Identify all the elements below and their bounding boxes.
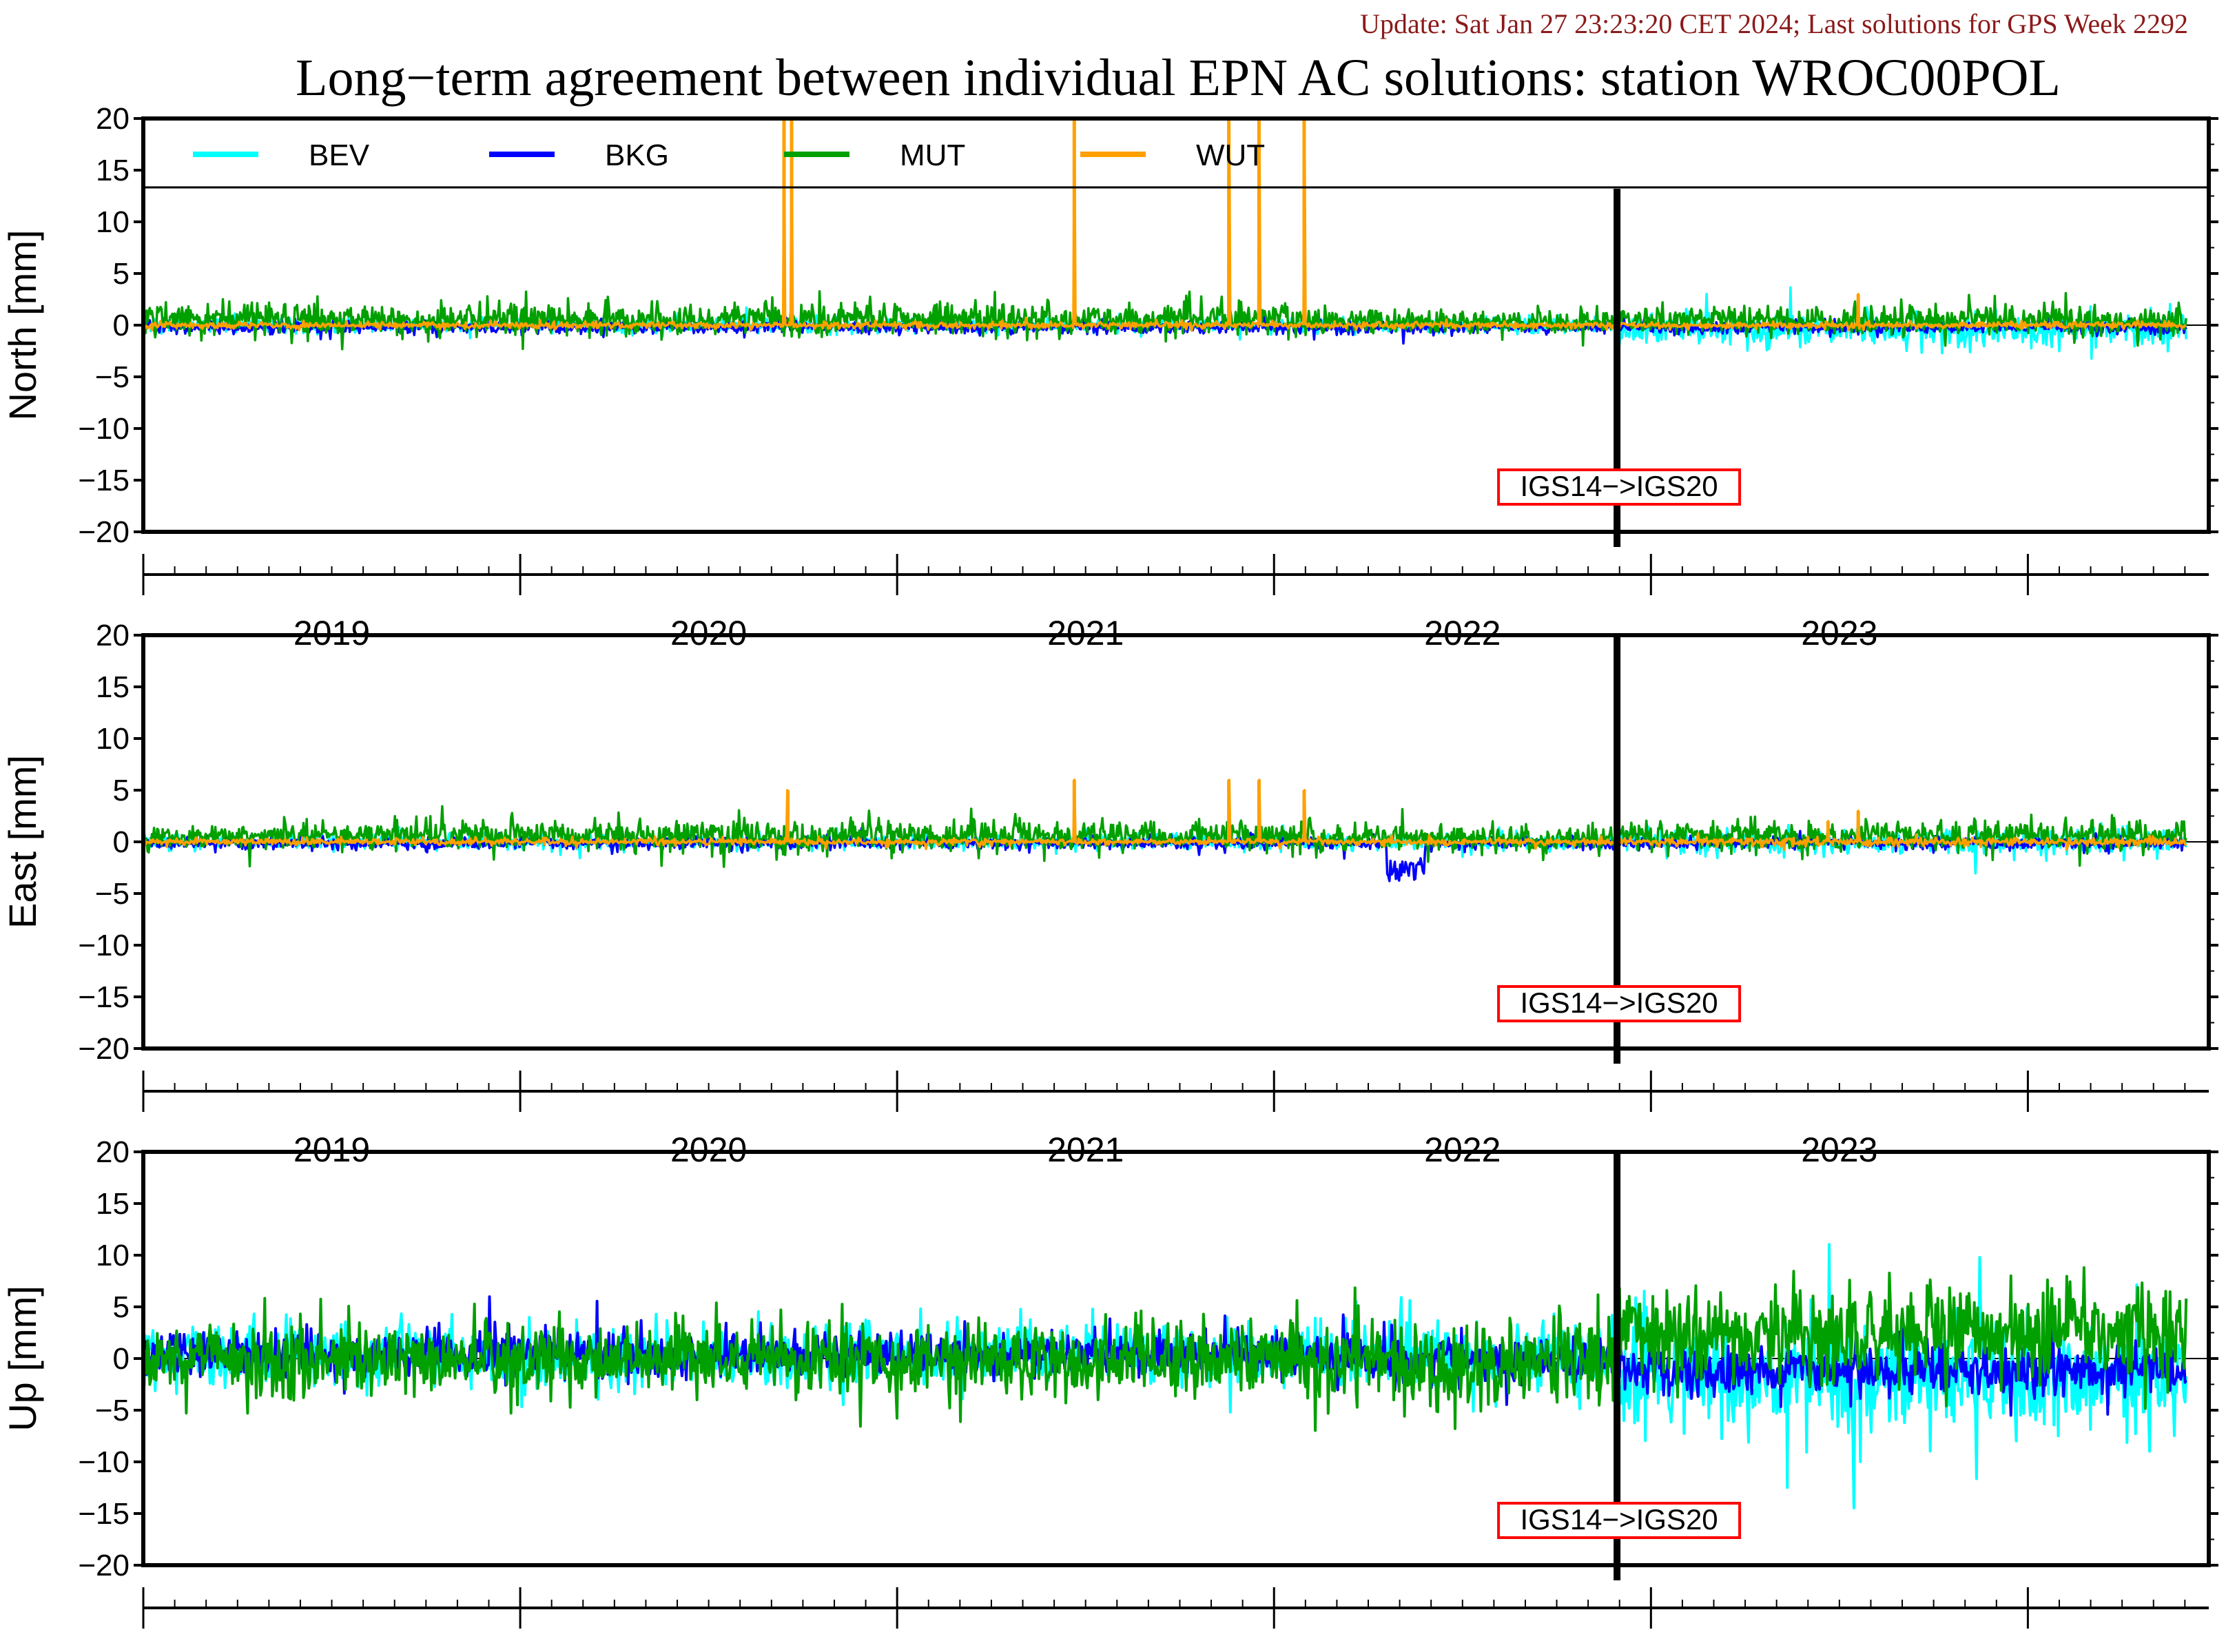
reference-change-label: IGS14−>IGS20 bbox=[1520, 987, 1718, 1019]
y-tick-label: −20 bbox=[78, 1032, 130, 1066]
series-line-mut bbox=[143, 290, 2187, 351]
reference-change-label: IGS14−>IGS20 bbox=[1520, 1503, 1718, 1536]
reference-change-box bbox=[1497, 1502, 1742, 1539]
reference-change-box bbox=[1497, 985, 1742, 1022]
legend-item-mut: MUT bbox=[784, 138, 965, 172]
y-tick-label: 20 bbox=[96, 1135, 130, 1169]
x-tick-label: 2022 bbox=[1424, 1647, 1501, 1652]
y-tick-label: 5 bbox=[113, 1290, 130, 1324]
y-tick-label: 10 bbox=[96, 1239, 130, 1272]
y-tick-label: 0 bbox=[113, 825, 130, 859]
y-tick-label: 0 bbox=[113, 1342, 130, 1376]
legend-label: BKG bbox=[605, 138, 669, 172]
panel-up: IGS14−>IGS20 20 15 10 5 0 −5 −10 −15 −20 Up [mm] 20… bbox=[1, 1135, 2218, 1652]
legend-label: WUT bbox=[1196, 138, 1265, 172]
panel-east: IGS14−>IGS20 20 15 10 5 0 −5 −10 −15 −20 East [mm]… bbox=[1, 619, 2218, 1169]
reference-change-box bbox=[1497, 468, 1742, 506]
y-tick-label: −10 bbox=[78, 929, 130, 962]
y-tick-label: −10 bbox=[78, 412, 130, 446]
y-tick-label: 20 bbox=[96, 102, 130, 136]
y-tick-label: −10 bbox=[78, 1445, 130, 1479]
y-tick-label: −15 bbox=[78, 1497, 130, 1531]
y-tick-label: 5 bbox=[113, 257, 130, 291]
legend-label: MUT bbox=[900, 138, 965, 172]
series-line-mut bbox=[143, 1266, 2188, 1432]
y-tick-label: 10 bbox=[96, 722, 130, 756]
y-tick-label: 0 bbox=[113, 309, 130, 342]
x-tick-label: 2019 bbox=[293, 1647, 370, 1652]
panels: IGS14−>IGS20 BEV BKG MUT WUT 20 15 10 5 0 −5 −10 −15… bbox=[1, 102, 2218, 1652]
x-tick-label: 2020 bbox=[670, 1647, 747, 1652]
legend-item-bkg: BKG bbox=[489, 138, 669, 172]
y-tick-label: −20 bbox=[78, 1549, 130, 1582]
y-tick-label: −5 bbox=[95, 360, 130, 394]
y-tick-label: −5 bbox=[95, 1394, 130, 1427]
y-tick-label: 15 bbox=[96, 670, 130, 704]
legend-item-bev: BEV bbox=[193, 138, 370, 172]
y-tick-label: 10 bbox=[96, 205, 130, 239]
series-line-wut bbox=[143, 778, 2187, 851]
update-text: Update: Sat Jan 27 23:23:20 CET 2024; La… bbox=[1360, 8, 2188, 39]
y-tick-label: −5 bbox=[95, 877, 130, 911]
y-axis-label: North [mm] bbox=[1, 230, 44, 421]
legend-label: BEV bbox=[309, 138, 370, 172]
y-tick-label: 15 bbox=[96, 154, 130, 187]
y-tick-label: −15 bbox=[78, 980, 130, 1014]
x-tick-label: 2023 bbox=[1801, 1647, 1877, 1652]
y-tick-label: 20 bbox=[96, 619, 130, 652]
chart-title: Long−term agreement between individual E… bbox=[296, 49, 2061, 107]
series-line-wut bbox=[143, 118, 2187, 332]
y-axis-label: Up [mm] bbox=[1, 1286, 44, 1432]
y-tick-label: −15 bbox=[78, 464, 130, 497]
y-axis-label: East [mm] bbox=[1, 755, 44, 929]
legend-item-wut: WUT bbox=[1080, 138, 1265, 172]
y-tick-label: −20 bbox=[78, 515, 130, 549]
series-line-mut bbox=[143, 805, 2187, 868]
reference-change-label: IGS14−>IGS20 bbox=[1520, 470, 1718, 502]
x-tick-label: 2021 bbox=[1047, 1647, 1124, 1652]
y-tick-label: 5 bbox=[113, 774, 130, 807]
y-tick-label: 15 bbox=[96, 1187, 130, 1221]
panel-north: IGS14−>IGS20 BEV BKG MUT WUT 20 15 10 5 0 −5 −10 −15… bbox=[1, 102, 2218, 652]
